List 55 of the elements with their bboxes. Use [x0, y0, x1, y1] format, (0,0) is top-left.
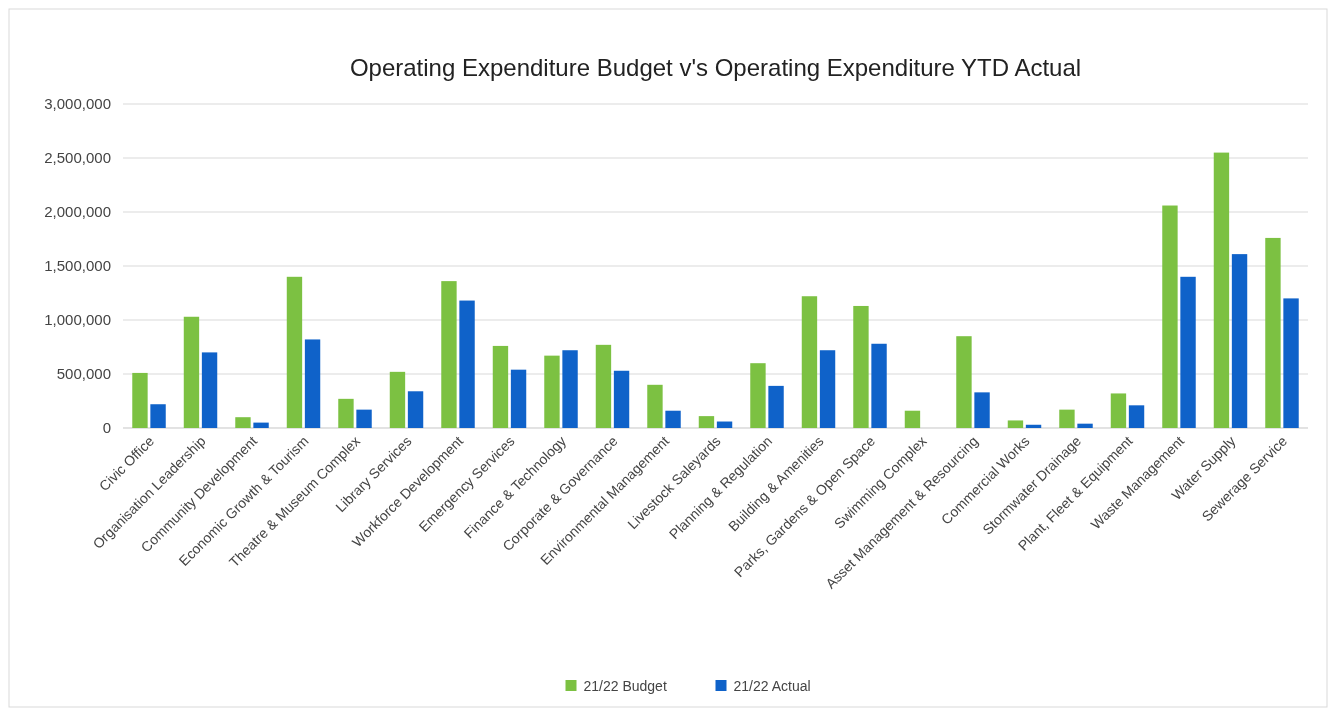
bar [1162, 205, 1178, 428]
bar [235, 417, 251, 428]
bar [853, 305, 869, 428]
legend-label: 21/22 Actual [733, 677, 811, 694]
bar [974, 392, 990, 428]
bar [1059, 409, 1075, 428]
y-tick-label: 1,500,000 [44, 257, 111, 275]
bar [1283, 298, 1299, 428]
y-tick-label: 2,000,000 [44, 203, 111, 221]
y-tick-label: 3,000,000 [44, 95, 111, 113]
bar [492, 345, 509, 428]
bar [201, 352, 218, 428]
bar [132, 372, 148, 428]
bar [544, 355, 560, 428]
bar [1128, 405, 1145, 428]
bar [647, 384, 663, 428]
bar [1265, 237, 1281, 428]
bar [150, 404, 166, 428]
bar [1077, 423, 1093, 428]
bar [904, 410, 921, 428]
bar [253, 422, 269, 428]
bar [356, 409, 372, 428]
legend-label: 21/22 Budget [583, 677, 667, 694]
bar [459, 300, 475, 428]
bar [801, 296, 818, 428]
bar [389, 371, 406, 428]
bar [768, 385, 784, 428]
bar [1007, 420, 1024, 428]
bar [716, 421, 733, 428]
chart-title: Operating Expenditure Budget v's Operating Expenditure YTD Actual [349, 54, 1082, 81]
bar [407, 391, 424, 428]
bar [286, 276, 303, 428]
bar [595, 344, 612, 428]
bar [441, 281, 457, 428]
bar [1213, 152, 1230, 428]
bar [1110, 393, 1127, 428]
y-tick-label: 500,000 [56, 365, 111, 383]
bar [956, 336, 972, 428]
y-tick-label: 0 [102, 419, 111, 437]
bar [871, 343, 887, 428]
bar [698, 416, 715, 428]
bar [338, 398, 354, 428]
bar [750, 363, 766, 428]
bar [304, 339, 321, 428]
bar [562, 350, 578, 428]
bar [1180, 276, 1196, 428]
bar [613, 370, 630, 428]
y-tick-label: 1,000,000 [44, 311, 111, 329]
bar [819, 350, 836, 428]
bar [183, 316, 200, 428]
bar [510, 369, 527, 428]
y-tick-label: 2,500,000 [44, 149, 111, 167]
bar [665, 410, 681, 428]
bar [1231, 254, 1248, 428]
bar [1025, 424, 1042, 428]
